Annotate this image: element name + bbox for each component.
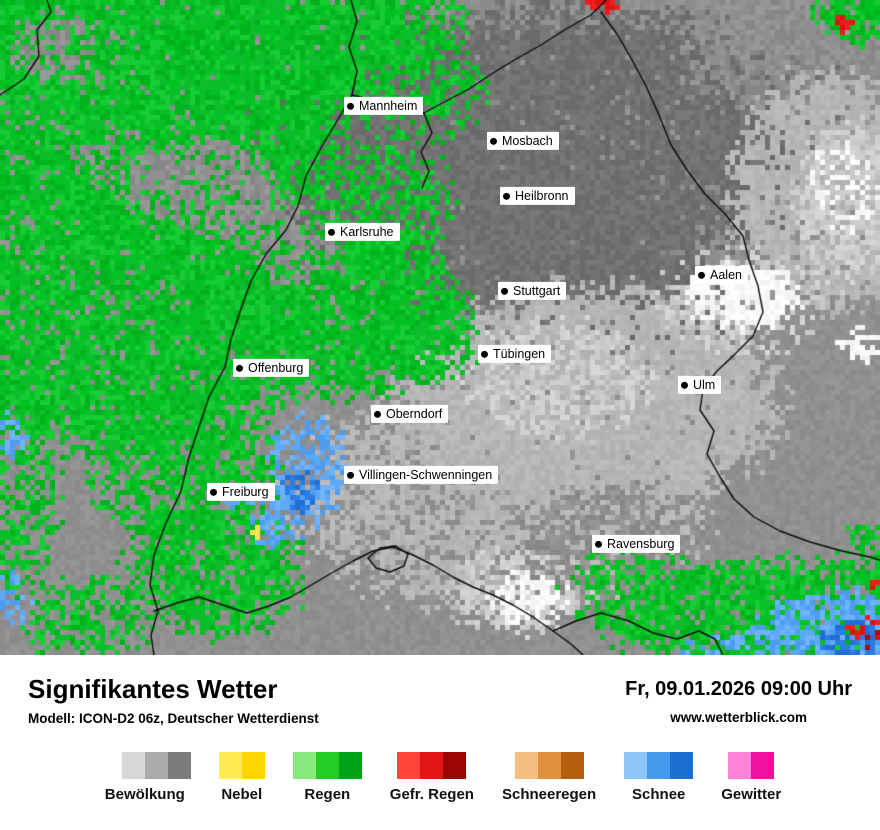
city-label: Heilbronn bbox=[515, 188, 569, 203]
footer-panel: Signifikantes Wetter Modell: ICON-D2 06z… bbox=[0, 655, 880, 803]
city-marker: Oberndorf bbox=[371, 404, 449, 424]
city-dot-icon bbox=[698, 271, 705, 279]
city-label: Freiburg bbox=[222, 484, 269, 499]
legend-color-step bbox=[167, 751, 191, 779]
footer-header: Signifikantes Wetter Modell: ICON-D2 06z… bbox=[28, 675, 852, 726]
city-label: Stuttgart bbox=[513, 283, 561, 298]
legend-swatch bbox=[98, 751, 191, 779]
legend-color-step bbox=[338, 751, 362, 779]
city-dot-icon bbox=[681, 381, 688, 389]
legend-label: Regen bbox=[304, 785, 351, 803]
legend-color-step bbox=[514, 751, 538, 779]
website-url: www.wetterblick.com bbox=[670, 710, 807, 725]
legend: Bewölkung Nebel Regen Gefr. Regen Schnee… bbox=[28, 751, 852, 803]
city-marker: Karlsruhe bbox=[325, 222, 400, 242]
legend-color-step bbox=[98, 751, 122, 779]
legend-item: Schnee bbox=[624, 751, 694, 803]
footer-right: Fr, 09.01.2026 09:00 Uhr www.wetterblick… bbox=[625, 675, 852, 725]
legend-item: Bewölkung bbox=[98, 751, 191, 803]
legend-color-step bbox=[144, 751, 168, 779]
legend-color-step bbox=[624, 751, 648, 779]
city-marker: Offenburg bbox=[233, 358, 310, 378]
legend-label: Bewölkung bbox=[104, 785, 185, 803]
legend-color-step bbox=[218, 751, 242, 779]
city-label: Ravensburg bbox=[607, 536, 675, 551]
legend-color-step bbox=[241, 751, 265, 779]
legend-swatch bbox=[624, 751, 694, 779]
city-marker: Villingen-Schwenningen bbox=[344, 465, 499, 485]
legend-color-step bbox=[647, 751, 671, 779]
city-dot-icon bbox=[374, 410, 381, 418]
city-dot-icon bbox=[481, 350, 488, 358]
legend-label: Gefr. Regen bbox=[389, 785, 474, 803]
legend-label: Nebel bbox=[221, 785, 263, 803]
city-marker: Ulm bbox=[678, 375, 722, 395]
legend-color-step bbox=[728, 751, 752, 779]
city-marker: Ravensburg bbox=[592, 534, 681, 554]
weather-map-canvas bbox=[0, 0, 880, 655]
city-label: Mosbach bbox=[502, 133, 553, 148]
page-title: Signifikantes Wetter bbox=[28, 674, 278, 704]
city-marker: Heilbronn bbox=[500, 186, 575, 206]
city-dot-icon bbox=[347, 471, 354, 479]
city-marker: Mannheim bbox=[344, 96, 424, 116]
legend-color-step bbox=[670, 751, 694, 779]
weather-map: Mannheim Mosbach Heilbronn Karlsruhe Stu… bbox=[0, 0, 880, 655]
legend-color-step bbox=[751, 751, 775, 779]
city-dot-icon bbox=[490, 137, 497, 145]
legend-color-step bbox=[443, 751, 467, 779]
city-dot-icon bbox=[503, 192, 510, 200]
city-marker: Aalen bbox=[695, 265, 748, 285]
legend-swatch bbox=[218, 751, 265, 779]
footer-left: Signifikantes Wetter Modell: ICON-D2 06z… bbox=[28, 675, 319, 726]
legend-swatch bbox=[514, 751, 584, 779]
legend-label: Schneeregen bbox=[501, 785, 597, 803]
city-marker: Freiburg bbox=[207, 482, 275, 502]
legend-swatch bbox=[292, 751, 362, 779]
city-label: Aalen bbox=[710, 267, 742, 282]
legend-swatch bbox=[728, 751, 775, 779]
legend-color-step bbox=[121, 751, 145, 779]
legend-color-step bbox=[537, 751, 561, 779]
legend-item: Schneeregen bbox=[501, 751, 597, 803]
city-label: Tübingen bbox=[493, 346, 546, 361]
legend-label: Schnee bbox=[632, 785, 686, 803]
city-dot-icon bbox=[236, 364, 243, 372]
city-dot-icon bbox=[347, 102, 354, 110]
legend-item: Gewitter bbox=[721, 751, 782, 803]
city-dot-icon bbox=[501, 287, 508, 295]
city-label: Karlsruhe bbox=[340, 224, 394, 239]
legend-label: Gewitter bbox=[721, 785, 782, 803]
city-marker: Tübingen bbox=[478, 344, 552, 364]
city-dot-icon bbox=[210, 488, 217, 496]
city-label: Oberndorf bbox=[386, 406, 443, 421]
city-label: Villingen-Schwenningen bbox=[359, 467, 493, 482]
legend-color-step bbox=[420, 751, 444, 779]
legend-swatch bbox=[397, 751, 467, 779]
city-dot-icon bbox=[328, 228, 335, 236]
model-info: Modell: ICON-D2 06z, Deutscher Wetterdie… bbox=[28, 710, 319, 726]
legend-color-step bbox=[560, 751, 584, 779]
legend-color-step bbox=[397, 751, 421, 779]
city-marker: Mosbach bbox=[487, 131, 559, 151]
city-label: Mannheim bbox=[359, 98, 418, 113]
legend-item: Gefr. Regen bbox=[389, 751, 474, 803]
city-label: Offenburg bbox=[248, 360, 304, 375]
forecast-datetime: Fr, 09.01.2026 09:00 Uhr bbox=[625, 678, 852, 700]
legend-item: Nebel bbox=[218, 751, 265, 803]
legend-color-step bbox=[292, 751, 316, 779]
legend-item: Regen bbox=[292, 751, 362, 803]
city-label: Ulm bbox=[693, 377, 716, 392]
city-dot-icon bbox=[595, 540, 602, 548]
city-marker: Stuttgart bbox=[498, 281, 567, 301]
legend-color-step bbox=[315, 751, 339, 779]
